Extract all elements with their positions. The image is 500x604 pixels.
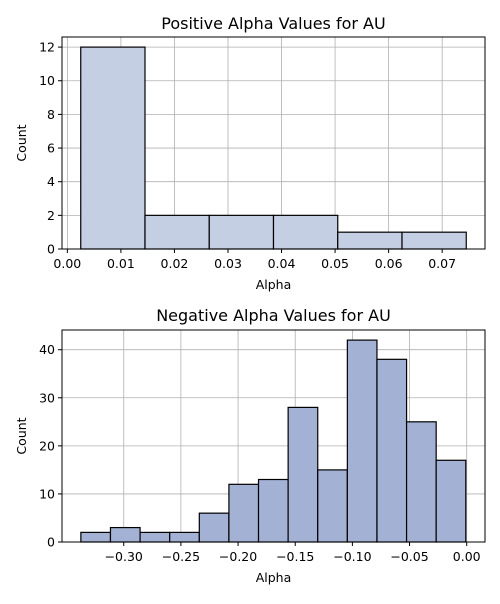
bottom-bar: [346, 339, 378, 543]
bottom-axes-frame: [61, 329, 486, 543]
top-x-tick-label: 0.06: [375, 256, 403, 271]
top-x-tick-label: 0.00: [53, 256, 81, 271]
top-y-tick-label: 4: [47, 174, 55, 189]
bottom-x-tick-label: −0.20: [219, 549, 257, 564]
bottom-bar: [257, 478, 289, 543]
bottom-bar: [169, 531, 200, 543]
top-bar: [208, 214, 275, 250]
bottom-chart-title: Negative Alpha Values for AU: [156, 306, 391, 325]
top-x-tick-label: 0.07: [428, 256, 456, 271]
bottom-bar: [228, 483, 260, 543]
bottom-bar: [80, 531, 112, 543]
top-y-tick-label: 0: [47, 242, 55, 257]
bottom-bar: [405, 421, 437, 543]
top-y-tick-label: 2: [47, 208, 55, 223]
top-y-tick-label: 8: [47, 107, 55, 122]
top-x-tick-label: 0.04: [268, 256, 296, 271]
top-bar: [401, 231, 467, 250]
top-bar: [80, 46, 146, 250]
top-bar: [272, 214, 339, 250]
bottom-x-tick-label: −0.10: [333, 549, 371, 564]
bottom-bar: [376, 358, 408, 543]
top-histogram: 0.00 0.01 0.02 0.03 0.04 0.05 0.06 0.07 0 2 4 6 8 10 1…: [14, 14, 486, 292]
bottom-y-axis-label: Count: [14, 417, 29, 454]
bottom-bar: [109, 526, 141, 543]
bottom-bar: [198, 512, 230, 543]
bottom-x-tick-label: −0.15: [276, 549, 314, 564]
top-x-axis-label: Alpha: [256, 277, 292, 292]
bottom-histogram: −0.30 −0.25 −0.20 −0.15 −0.10 −0.05 0.00 0 10 20 3…: [14, 306, 486, 585]
top-y-tick-label: 10: [39, 73, 55, 88]
bottom-x-tick-label: −0.30: [105, 549, 143, 564]
top-y-tick-label: 6: [47, 141, 55, 156]
top-x-tick-label: 0.01: [107, 256, 135, 271]
bottom-y-tick-label: 20: [39, 438, 55, 453]
bottom-x-tick-label: −0.05: [390, 549, 428, 564]
bottom-bar: [287, 406, 319, 543]
bottom-x-axis-label: Alpha: [256, 570, 292, 585]
top-x-tick-label: 0.05: [321, 256, 349, 271]
top-chart-title: Positive Alpha Values for AU: [161, 14, 385, 33]
top-bar: [144, 214, 210, 250]
top-y-tick-label: 12: [39, 40, 55, 55]
top-y-axis-label: Count: [14, 124, 29, 161]
bottom-y-tick-label: 30: [39, 390, 55, 405]
top-x-tick-label: 0.03: [214, 256, 242, 271]
bottom-y-tick-label: 10: [39, 486, 55, 501]
bottom-x-tick-label: 0.00: [453, 549, 481, 564]
top-x-tick-label: 0.02: [161, 256, 189, 271]
bottom-x-tick-label: −0.25: [162, 549, 200, 564]
bottom-bar: [435, 459, 467, 543]
top-axes-frame: [61, 36, 486, 250]
bottom-bar: [317, 469, 348, 543]
bottom-bar: [139, 531, 171, 543]
bottom-y-tick-label: 0: [47, 535, 55, 550]
bottom-y-tick-label: 40: [39, 342, 55, 357]
top-bar: [337, 231, 403, 250]
